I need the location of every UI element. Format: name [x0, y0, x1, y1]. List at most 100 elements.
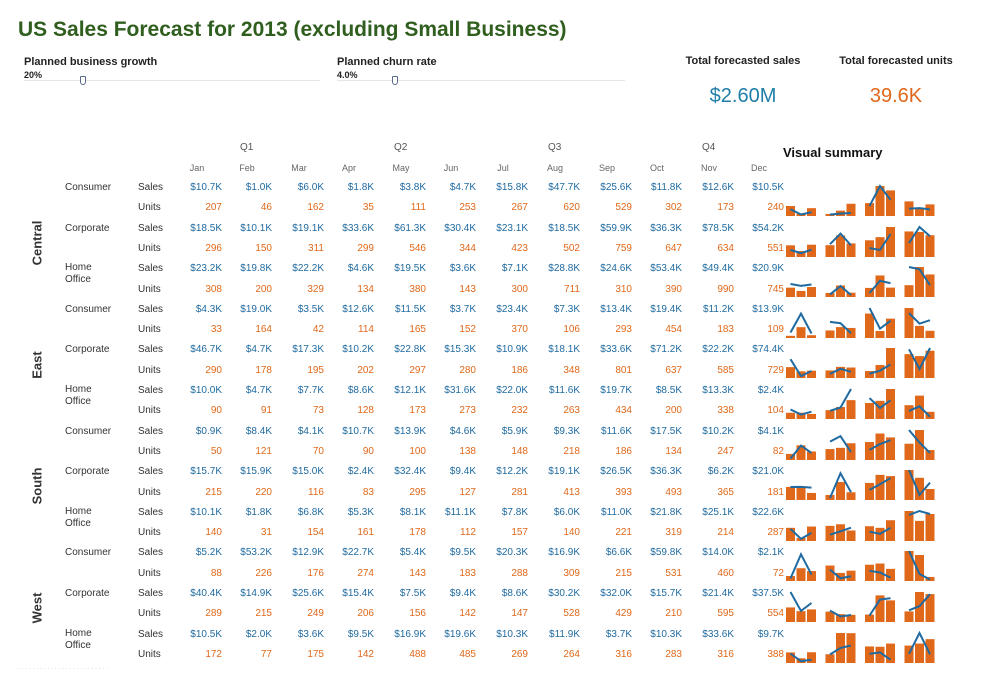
spark-sales-line	[829, 569, 852, 580]
sales-cell: $23.2K	[190, 263, 222, 275]
spark-sales-line	[868, 597, 891, 617]
units-cell: 528	[563, 608, 580, 620]
units-cell: 232	[511, 405, 528, 417]
units-cell: 620	[563, 202, 580, 214]
sales-cell: $21.8K	[650, 506, 682, 518]
spark-bar	[886, 643, 895, 663]
spark-bar	[865, 565, 874, 582]
month-header-aug: Aug	[546, 163, 563, 173]
sales-cell: $10.1K	[190, 506, 222, 518]
units-cell: 140	[563, 527, 580, 539]
segment-label: Home Office	[65, 262, 92, 286]
spark-bar	[807, 571, 816, 582]
sales-cell: $4.7K	[245, 344, 272, 356]
spark-sales-line	[789, 652, 812, 662]
spark-sales-line	[869, 526, 891, 535]
sales-cell: $8.5K	[655, 385, 682, 396]
spark-bar	[807, 287, 816, 298]
units-cell: 111	[410, 202, 426, 214]
sales-cell: $20.3K	[496, 547, 528, 559]
spark-bar	[796, 486, 806, 501]
spark-sales-line	[868, 397, 892, 410]
units-cell: 380	[409, 283, 426, 295]
spark-bar	[925, 449, 935, 460]
spark-bar	[836, 614, 845, 622]
spark-sales-line	[829, 471, 852, 499]
units-cell: 264	[563, 648, 580, 660]
month-header-nov: Nov	[700, 163, 717, 173]
planned-churn-rate-slider[interactable]	[391, 76, 398, 85]
planned-business-growth-slider[interactable]	[80, 76, 87, 85]
sales-cell: $12.2K	[496, 466, 528, 478]
units-cell: 183	[459, 567, 476, 579]
spark-bar	[807, 208, 816, 216]
sparkline-west-consumer	[786, 550, 935, 582]
spark-bar	[875, 433, 885, 460]
region-name: West	[29, 592, 45, 624]
spark-sales-line	[829, 644, 852, 655]
month-header-feb: Feb	[239, 163, 255, 173]
sales-cell: $17.3K	[292, 344, 324, 356]
units-cell: 348	[563, 364, 580, 376]
units-cell: 181	[767, 486, 784, 498]
sales-cell: $8.1K	[399, 506, 426, 518]
spark-bar	[925, 594, 935, 622]
kpi-total-units: Total forecasted units 39.6K	[830, 55, 962, 108]
units-cell: 186	[615, 445, 632, 457]
units-cell: 273	[459, 405, 476, 417]
spark-bar	[786, 576, 795, 582]
segment-label: Consumer	[65, 303, 112, 315]
sales-cell: $13.9K	[394, 425, 426, 437]
units-cell: 210	[665, 608, 682, 620]
units-cell: 311	[308, 242, 324, 254]
sales-cell: $40.4K	[190, 588, 222, 599]
spark-bar	[875, 236, 885, 257]
spark-bar	[865, 402, 874, 419]
units-cell: 393	[615, 486, 632, 498]
sales-cell: $6.2K	[707, 466, 734, 478]
measure-label-sales: Sales	[138, 588, 164, 599]
units-cell: 46	[260, 202, 272, 214]
sales-cell: $22.2K	[702, 344, 734, 356]
units-cell: 365	[717, 486, 734, 498]
spark-bar	[875, 400, 885, 419]
spark-bar	[846, 632, 856, 663]
sales-cell: $6.6K	[605, 547, 632, 559]
sales-cell: $11.6K	[601, 425, 632, 437]
segment-label: Corporate	[65, 222, 110, 234]
spark-bar	[786, 527, 795, 541]
spark-bar	[904, 611, 914, 622]
spark-bar	[875, 186, 885, 216]
units-cell: 134	[665, 445, 682, 457]
units-cell: 595	[717, 608, 734, 620]
spark-sales-line	[868, 279, 891, 294]
spark-bar	[807, 244, 816, 257]
units-cell: 176	[307, 567, 324, 579]
sales-cell: $24.6K	[600, 263, 632, 275]
sales-cell: $59.8K	[650, 547, 682, 559]
units-cell: 109	[767, 324, 784, 336]
param-track[interactable]	[337, 80, 625, 81]
month-header-dec: Dec	[750, 163, 767, 173]
sales-cell: $5.4K	[399, 547, 426, 559]
units-cell: 316	[615, 648, 632, 660]
spark-bar	[886, 476, 895, 501]
param-track[interactable]	[24, 80, 320, 81]
spark-bar	[825, 244, 835, 257]
sales-cell: $33.6K	[702, 628, 734, 640]
spark-bar	[825, 293, 835, 298]
units-cell: 150	[255, 242, 272, 254]
spark-sales-line	[908, 469, 931, 497]
measure-label-sales: Sales	[138, 466, 164, 478]
spark-bar	[796, 326, 806, 338]
spark-sales-line	[790, 486, 812, 489]
sales-cell: $32.4K	[394, 466, 426, 478]
units-cell: 423	[511, 242, 528, 254]
spark-bar	[825, 410, 835, 419]
units-cell: 253	[459, 202, 476, 214]
spark-sales-line	[829, 434, 852, 453]
spark-bar	[807, 371, 816, 379]
sales-cell: $32.0K	[600, 588, 632, 599]
param-label: Planned churn rate	[337, 56, 437, 68]
sales-cell: $33.6K	[342, 222, 374, 234]
